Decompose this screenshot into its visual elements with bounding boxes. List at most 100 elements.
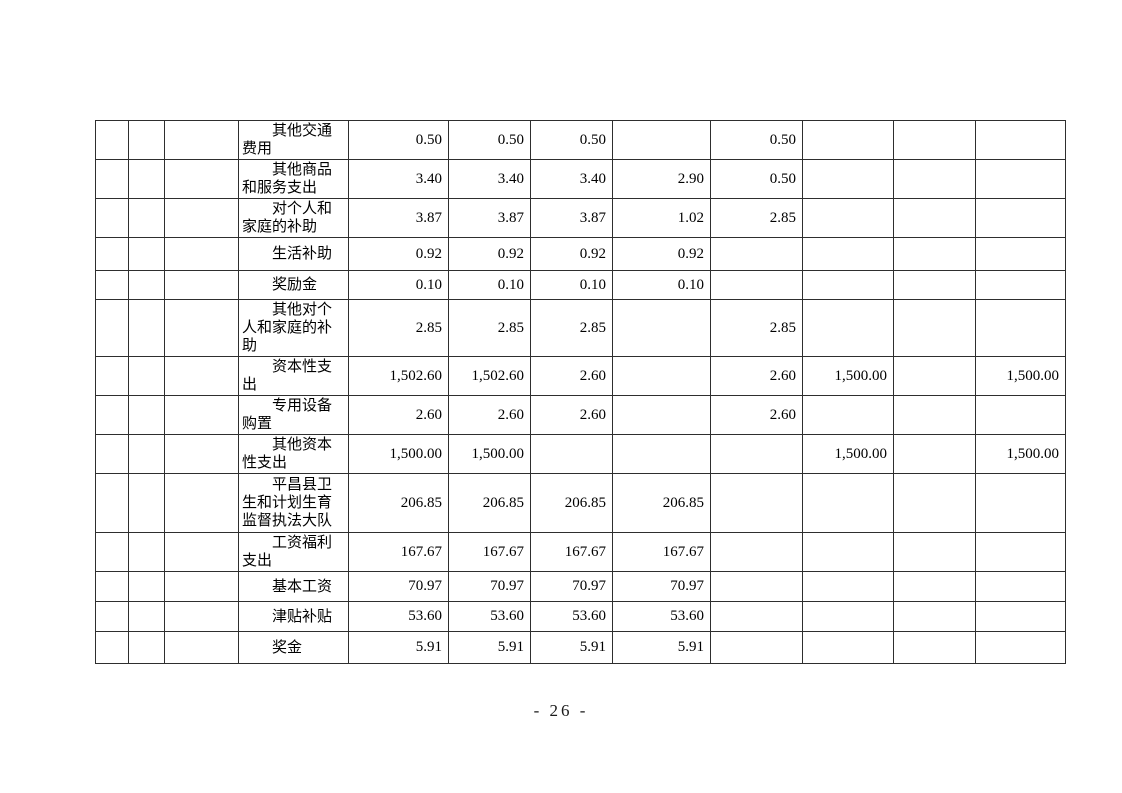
row-label: 专用设备购置 (238, 395, 349, 435)
value-cell (710, 571, 803, 602)
value-cell (975, 120, 1066, 160)
value-cell (975, 198, 1066, 238)
empty-cell (95, 299, 129, 357)
value-cell (710, 270, 803, 300)
value-cell: 0.50 (710, 159, 803, 199)
value-cell (893, 237, 976, 271)
value-cell (893, 532, 976, 572)
value-cell: 1,502.60 (448, 356, 531, 396)
row-label: 津贴补贴 (238, 601, 349, 632)
empty-cell (95, 395, 129, 435)
value-cell: 53.60 (612, 601, 711, 632)
table-row: 生活补助 0.92 0.92 0.92 0.92 (95, 237, 1066, 271)
empty-cell (128, 532, 165, 572)
empty-cell (128, 198, 165, 238)
value-cell (802, 631, 894, 664)
value-cell (975, 159, 1066, 199)
empty-cell (128, 601, 165, 632)
value-cell: 0.92 (530, 237, 613, 271)
empty-cell (128, 631, 165, 664)
row-label: 其他商品和服务支出 (238, 159, 349, 199)
value-cell: 0.10 (348, 270, 449, 300)
value-cell: 3.87 (448, 198, 531, 238)
value-cell (802, 601, 894, 632)
value-cell: 206.85 (612, 473, 711, 533)
value-cell: 3.40 (448, 159, 531, 199)
value-cell: 2.90 (612, 159, 711, 199)
value-cell: 70.97 (448, 571, 531, 602)
value-cell (802, 299, 894, 357)
value-cell: 2.60 (530, 356, 613, 396)
table-row: 工资福利支出 167.67 167.67 167.67 167.67 (95, 532, 1066, 572)
value-cell (893, 198, 976, 238)
empty-cell (164, 571, 239, 602)
value-cell (802, 395, 894, 435)
empty-cell (128, 270, 165, 300)
value-cell (710, 237, 803, 271)
empty-cell (164, 237, 239, 271)
empty-cell (164, 198, 239, 238)
row-label: 基本工资 (238, 571, 349, 602)
value-cell (893, 571, 976, 602)
value-cell: 1,500.00 (802, 434, 894, 474)
value-cell (802, 532, 894, 572)
value-cell (893, 270, 976, 300)
table-row: 其他资本性支出 1,500.00 1,500.00 1,500.00 1,500.00 (95, 434, 1066, 474)
empty-cell (128, 434, 165, 474)
empty-cell (164, 299, 239, 357)
empty-cell (95, 532, 129, 572)
value-cell (530, 434, 613, 474)
value-cell (802, 473, 894, 533)
value-cell: 206.85 (448, 473, 531, 533)
value-cell: 1,500.00 (802, 356, 894, 396)
value-cell: 2.85 (448, 299, 531, 357)
empty-cell (95, 473, 129, 533)
empty-cell (164, 159, 239, 199)
empty-cell (128, 356, 165, 396)
empty-cell (95, 237, 129, 271)
empty-cell (164, 601, 239, 632)
value-cell: 5.91 (448, 631, 531, 664)
value-cell: 1,500.00 (448, 434, 531, 474)
row-label: 对个人和家庭的补助 (238, 198, 349, 238)
value-cell (893, 299, 976, 357)
empty-cell (164, 532, 239, 572)
value-cell: 0.92 (612, 237, 711, 271)
value-cell: 70.97 (530, 571, 613, 602)
empty-cell (95, 120, 129, 160)
empty-cell (95, 631, 129, 664)
value-cell: 2.60 (710, 356, 803, 396)
value-cell: 0.92 (348, 237, 449, 271)
empty-cell (164, 270, 239, 300)
value-cell: 0.50 (348, 120, 449, 160)
value-cell (975, 299, 1066, 357)
value-cell: 0.50 (448, 120, 531, 160)
row-label: 其他对个人和家庭的补助 (238, 299, 349, 357)
value-cell (893, 631, 976, 664)
value-cell: 2.85 (710, 198, 803, 238)
table-row: 奖励金 0.10 0.10 0.10 0.10 (95, 270, 1066, 300)
value-cell: 1,500.00 (975, 356, 1066, 396)
value-cell: 2.85 (530, 299, 613, 357)
value-cell (893, 473, 976, 533)
value-cell (802, 571, 894, 602)
value-cell (975, 473, 1066, 533)
empty-cell (95, 270, 129, 300)
value-cell: 0.10 (448, 270, 531, 300)
value-cell (802, 198, 894, 238)
row-label: 其他资本性支出 (238, 434, 349, 474)
table-row: 其他交通费用 0.50 0.50 0.50 0.50 (95, 120, 1066, 160)
value-cell: 2.60 (530, 395, 613, 435)
value-cell (710, 631, 803, 664)
empty-cell (95, 601, 129, 632)
value-cell: 70.97 (348, 571, 449, 602)
value-cell (710, 434, 803, 474)
empty-cell (164, 631, 239, 664)
budget-table-body: 其他交通费用 0.50 0.50 0.50 0.50 其他商品和服务支出 3.40 3.40 3… (95, 120, 1066, 664)
value-cell (612, 395, 711, 435)
empty-cell (164, 395, 239, 435)
value-cell: 53.60 (348, 601, 449, 632)
table-row: 其他商品和服务支出 3.40 3.40 3.40 2.90 0.50 (95, 159, 1066, 199)
value-cell: 5.91 (530, 631, 613, 664)
